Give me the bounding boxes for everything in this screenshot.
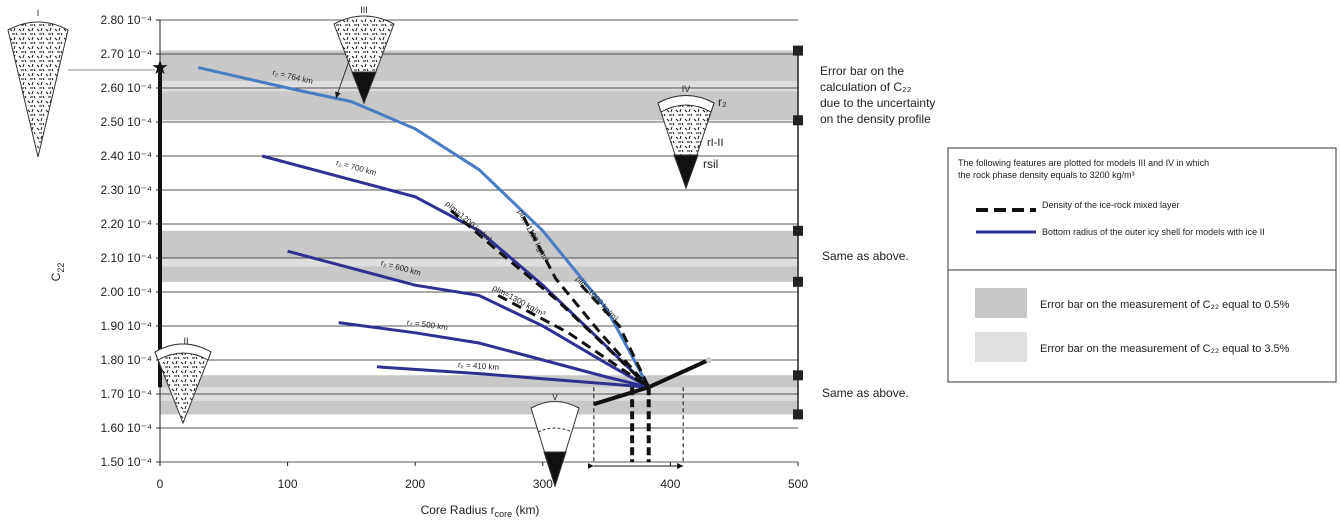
rock-end [706,357,712,363]
annotation: Same as above. [822,249,909,263]
error-bar-end [793,277,803,287]
annotation: on the density profile [820,112,931,126]
model-r12: rI-II [707,137,724,149]
y-tick-label: 1.80 10⁻⁴ [100,353,152,367]
curve-label: r₂ = 700 km [335,158,377,177]
legend-swatch [975,288,1027,318]
y-tick-label: 1.60 10⁻⁴ [100,421,152,435]
model-i [8,22,68,157]
error-band [160,375,798,387]
model-label: V [552,392,558,402]
annotation: calculation of C₂₂ [820,80,912,94]
x-title-sub: core [495,509,513,519]
y-axis-title: C22 [49,263,66,282]
legend-text: Error bar on the measurement of C₂₂ equa… [1040,343,1290,355]
error-bar-end [793,226,803,236]
y-tick-label: 1.90 10⁻⁴ [100,319,152,333]
annotation: Same as above. [822,386,909,400]
x-tick-label: 500 [788,477,808,491]
error-bar-end [793,115,803,125]
model-label: III [360,5,368,15]
legend-swatch [975,332,1027,362]
y-tick-label: 2.10 10⁻⁴ [100,251,152,265]
model-r2: r₂ [718,95,727,109]
model-rsil: rsil [703,157,718,171]
curve-label: r₂ = 410 km [458,360,500,372]
model-iv-core [674,155,698,188]
legend-text: the rock phase density equals to 3200 kg… [958,170,1135,180]
y-tick-label: 2.50 10⁻⁴ [100,115,152,129]
y-tick-label: 2.80 10⁻⁴ [100,13,152,27]
y-tick-label: 2.70 10⁻⁴ [100,47,152,61]
x-tick-label: 200 [405,477,425,491]
model-label: IV [682,84,691,94]
y-tick-label: 2.40 10⁻⁴ [100,149,152,163]
y-tick-label: 2.60 10⁻⁴ [100,81,152,95]
x-tick-label: 300 [533,477,553,491]
error-bar-end [793,46,803,56]
legend: The following features are plotted for m… [948,148,1336,382]
error-band [160,51,798,82]
x-tick-label: 100 [278,477,298,491]
error-bar-end [793,409,803,419]
x-title-part: (km) [512,503,539,517]
y-tick-label: 2.30 10⁻⁴ [100,183,152,197]
annotation: due to the uncertainty [820,96,935,110]
legend-text: Error bar on the measurement of C₂₂ equa… [1040,299,1290,311]
error-band [160,401,798,415]
model-label: I [37,8,40,18]
legend-text: Bottom radius of the outer icy shell for… [1042,227,1265,237]
error-band [160,267,798,282]
error-bar-end [793,370,803,380]
error-note: Error bar on the calculation of C₂₂ due … [820,64,935,126]
x-axis-title: Core Radius rcore (km) [421,503,540,519]
x-tick-label: 0 [157,477,164,491]
legend-text: Density of the ice-rock mixed layer [1042,200,1180,210]
model-label: II [183,336,188,346]
y-title-sub: 22 [56,263,66,273]
curve-label: r₂ = 500 km [406,318,448,332]
annotation: Error bar on the [820,64,904,78]
y-tick-label: 2.00 10⁻⁴ [100,285,152,299]
legend-text: The following features are plotted for m… [958,158,1209,168]
x-tick-label: 400 [660,477,680,491]
y-tick-label: 2.20 10⁻⁴ [100,217,152,231]
y-tick-label: 1.70 10⁻⁴ [100,387,152,401]
legend-box [948,270,1336,382]
chart: 1.50 10⁻⁴ 1.60 10⁻⁴ 1.70 10⁻⁴ 1.80 10⁻⁴ 1.90… [0,0,1340,521]
y-tick-label: 1.50 10⁻⁴ [100,455,152,469]
x-title-part: Core Radius r [421,503,495,517]
y-title-part: C [49,272,63,281]
